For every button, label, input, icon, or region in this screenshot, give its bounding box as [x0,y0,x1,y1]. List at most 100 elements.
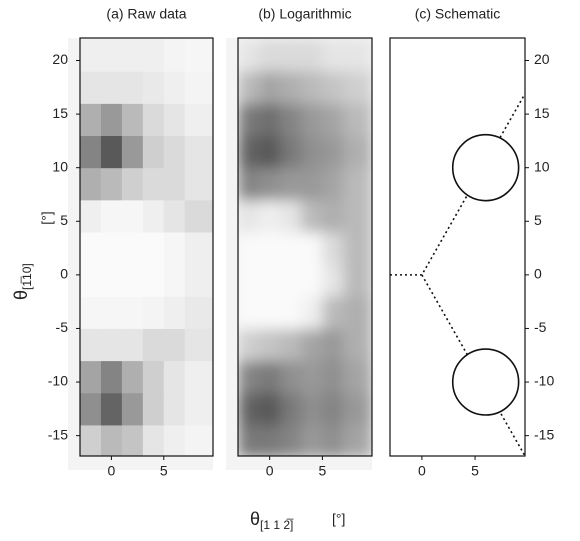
heatmap-cell [301,39,323,72]
heatmap-cell [343,392,372,426]
heatmap-cell [259,296,281,329]
heatmap-cell [343,328,372,362]
heatmap-cell [121,167,144,201]
heatmap-cell [184,135,213,169]
heatmap-cell [142,199,165,233]
heatmap-cell [343,231,372,265]
heatmap-cell [259,424,281,456]
x-axis-unit: [°] [332,511,345,527]
y-axis-unit: [°] [39,211,55,224]
frame [389,37,526,457]
heatmap-cell [280,296,302,329]
heatmap-cell [80,39,102,72]
heatmap-cell [238,167,260,201]
y-tick-label: 10 [534,158,550,174]
x-tick-label: 0 [266,463,274,479]
heatmap-cell [343,296,372,329]
heatmap-cell [100,135,123,169]
heatmap-cell [259,264,281,297]
heatmap-cell [121,360,144,394]
heatmap-cell [121,424,144,456]
heatmap-cell [100,328,123,362]
heatmap-cell [80,135,102,169]
y-tick-label: -5 [534,319,547,335]
heatmap-cell [322,167,345,201]
heatmap-cell [121,296,144,329]
heatmap-cell [100,424,123,456]
heatmap-cell [163,231,186,265]
heatmap-cell [301,296,323,329]
heatmap-cell [163,39,186,72]
heatmap-cell [280,424,302,456]
heatmap-cell [100,392,123,426]
heatmap-cell [343,71,372,104]
circle [451,133,520,202]
heatmap-cell [80,328,102,362]
x-tick-label: 5 [160,463,168,479]
heatmap-cell [100,103,123,137]
circle [451,348,520,416]
heatmap-cell [280,39,302,72]
heatmap-cell [80,103,102,137]
heatmap-cell [142,360,165,394]
heatmap-cell [142,135,165,169]
heatmap-cell [238,328,260,362]
heatmap-cell [142,424,165,456]
heatmap-cell [100,71,123,104]
heatmap-cell [80,264,102,297]
heatmap-cell [163,392,186,426]
plot-area [238,39,372,456]
heatmap-cell [343,199,372,233]
y-tick-label: -5 [56,319,69,335]
y-tick-label: 0 [534,266,542,282]
heatmap-cell [163,264,186,297]
y-tick-label: 15 [52,105,68,121]
heatmap-cell [163,360,186,394]
panel-title: (c) Schematic [415,6,501,22]
frame [79,37,214,457]
x-tick-label: 5 [471,463,479,479]
heatmap-cell [184,392,213,426]
heatmap-cells [238,39,372,456]
heatmap-cell [301,71,323,104]
heatmap-cell [80,424,102,456]
frame [237,37,373,457]
heatmap-cell [142,71,165,104]
heatmap-cell [238,199,260,233]
heatmap-cell [163,135,186,169]
heatmap-cell [238,103,260,137]
heatmap-cell [238,264,260,297]
heatmap-cell [121,392,144,426]
label-subscript: [1̅10] [20,263,34,290]
heatmap-cell [280,392,302,426]
label-subscript: [1 1 2̅] [260,518,294,532]
heatmap-cell [259,39,281,72]
heatmap-cell [163,424,186,456]
heatmap-cell [238,39,260,72]
heatmap-cell [142,264,165,297]
heatmap-cell [343,167,372,201]
heatmap-cell [163,167,186,201]
heatmap-cell [301,424,323,456]
heatmap-cell [301,392,323,426]
heatmap-cell [322,424,345,456]
heatmap-cell [184,199,213,233]
heatmap-cell [259,328,281,362]
x-tick-label: 5 [319,463,327,479]
heatmap-cell [280,199,302,233]
y-tick-label: -10 [48,373,68,389]
label-symbol: θ [11,290,31,300]
heatmap-cell [142,167,165,201]
heatmap-cell [259,135,281,169]
heatmap-cell [280,231,302,265]
heatmap-cell [322,231,345,265]
heatmap-cell [121,231,144,265]
heatmap-cell [322,296,345,329]
x-tick-label: 0 [418,463,426,479]
y-tick-label: -15 [48,426,68,442]
heatmap-cell [238,296,260,329]
heatmap-cell [80,296,102,329]
heatmap-cell [322,135,345,169]
heatmap-cell [121,103,144,137]
